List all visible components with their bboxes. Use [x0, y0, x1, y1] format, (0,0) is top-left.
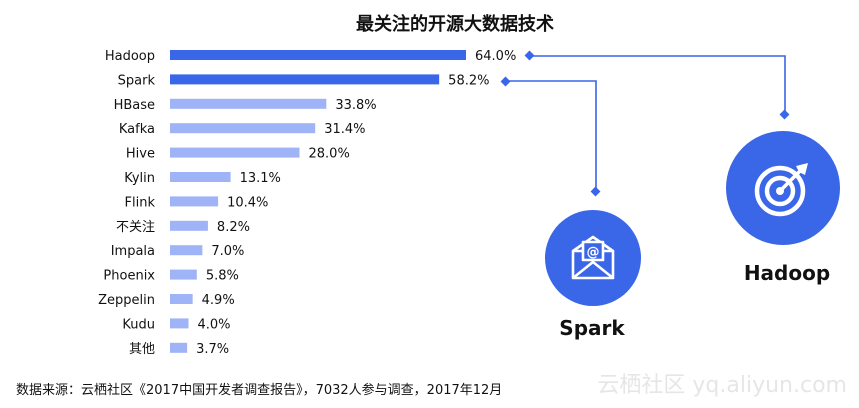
bar [170, 147, 300, 158]
hadoop-callout: Hadoop [726, 131, 840, 285]
value-label: 64.0% [475, 49, 516, 64]
spark-connector-end-marker [590, 186, 601, 197]
spark-connector-start-marker [500, 76, 511, 87]
category-label: Kudu [122, 317, 155, 332]
category-label: Zeppelin [98, 293, 155, 308]
category-label: Spark [118, 73, 156, 88]
mail-icon: @ [571, 235, 615, 280]
value-label: 5.8% [206, 269, 239, 284]
category-label: Hive [126, 147, 155, 162]
value-label: 3.7% [196, 342, 229, 357]
watermark: 云栖社区 yq.aliyun.com [597, 373, 847, 398]
hadoop-connector [530, 55, 786, 114]
value-label: 31.4% [324, 122, 365, 137]
source-note: 数据来源：云栖社区《2017中国开发者调查报告》，7032人参与调查，2017年… [16, 382, 502, 398]
bar [170, 269, 197, 280]
bar [170, 123, 316, 134]
value-label: 58.2% [448, 73, 489, 88]
category-label: 其他 [129, 342, 155, 357]
category-label: Hadoop [105, 49, 155, 64]
bar [170, 318, 189, 329]
category-label: HBase [114, 98, 155, 113]
bar [170, 220, 208, 231]
value-label: 8.2% [217, 220, 250, 235]
category-label: Kafka [119, 122, 155, 137]
chart-title: 最关注的开源大数据技术 [356, 13, 554, 35]
target-icon [754, 163, 808, 217]
bar [170, 74, 440, 85]
bar-series: Hadoop 64.0% Spark 58.2% HBase 33.8% Kafka 31.4… [98, 49, 516, 357]
value-label: 10.4% [227, 195, 268, 210]
value-label: 4.0% [198, 317, 231, 332]
spark-callout: @ Spark [545, 210, 641, 340]
category-label: 不关注 [116, 220, 155, 235]
bar [170, 245, 203, 256]
svg-text:@: @ [587, 245, 600, 260]
bar [170, 50, 466, 60]
spark-connector [506, 80, 597, 191]
bar [170, 196, 219, 207]
bar [170, 98, 327, 109]
hadoop-connector-start-marker [524, 50, 535, 61]
hadoop-label: Hadoop [744, 261, 830, 285]
value-label: 33.8% [335, 98, 376, 113]
category-label: Phoenix [103, 269, 155, 284]
value-label: 28.0% [309, 147, 350, 162]
value-label: 4.9% [202, 293, 235, 308]
hadoop-connector-end-marker [779, 109, 790, 120]
bar [170, 172, 231, 182]
category-label: Impala [111, 244, 155, 259]
category-label: Kylin [124, 171, 155, 186]
bar [170, 342, 188, 353]
value-label: 13.1% [240, 171, 281, 186]
connector-lines [506, 55, 786, 191]
spark-label: Spark [559, 316, 625, 340]
category-label: Flink [125, 195, 156, 210]
bar [170, 294, 193, 304]
value-label: 7.0% [211, 244, 244, 259]
